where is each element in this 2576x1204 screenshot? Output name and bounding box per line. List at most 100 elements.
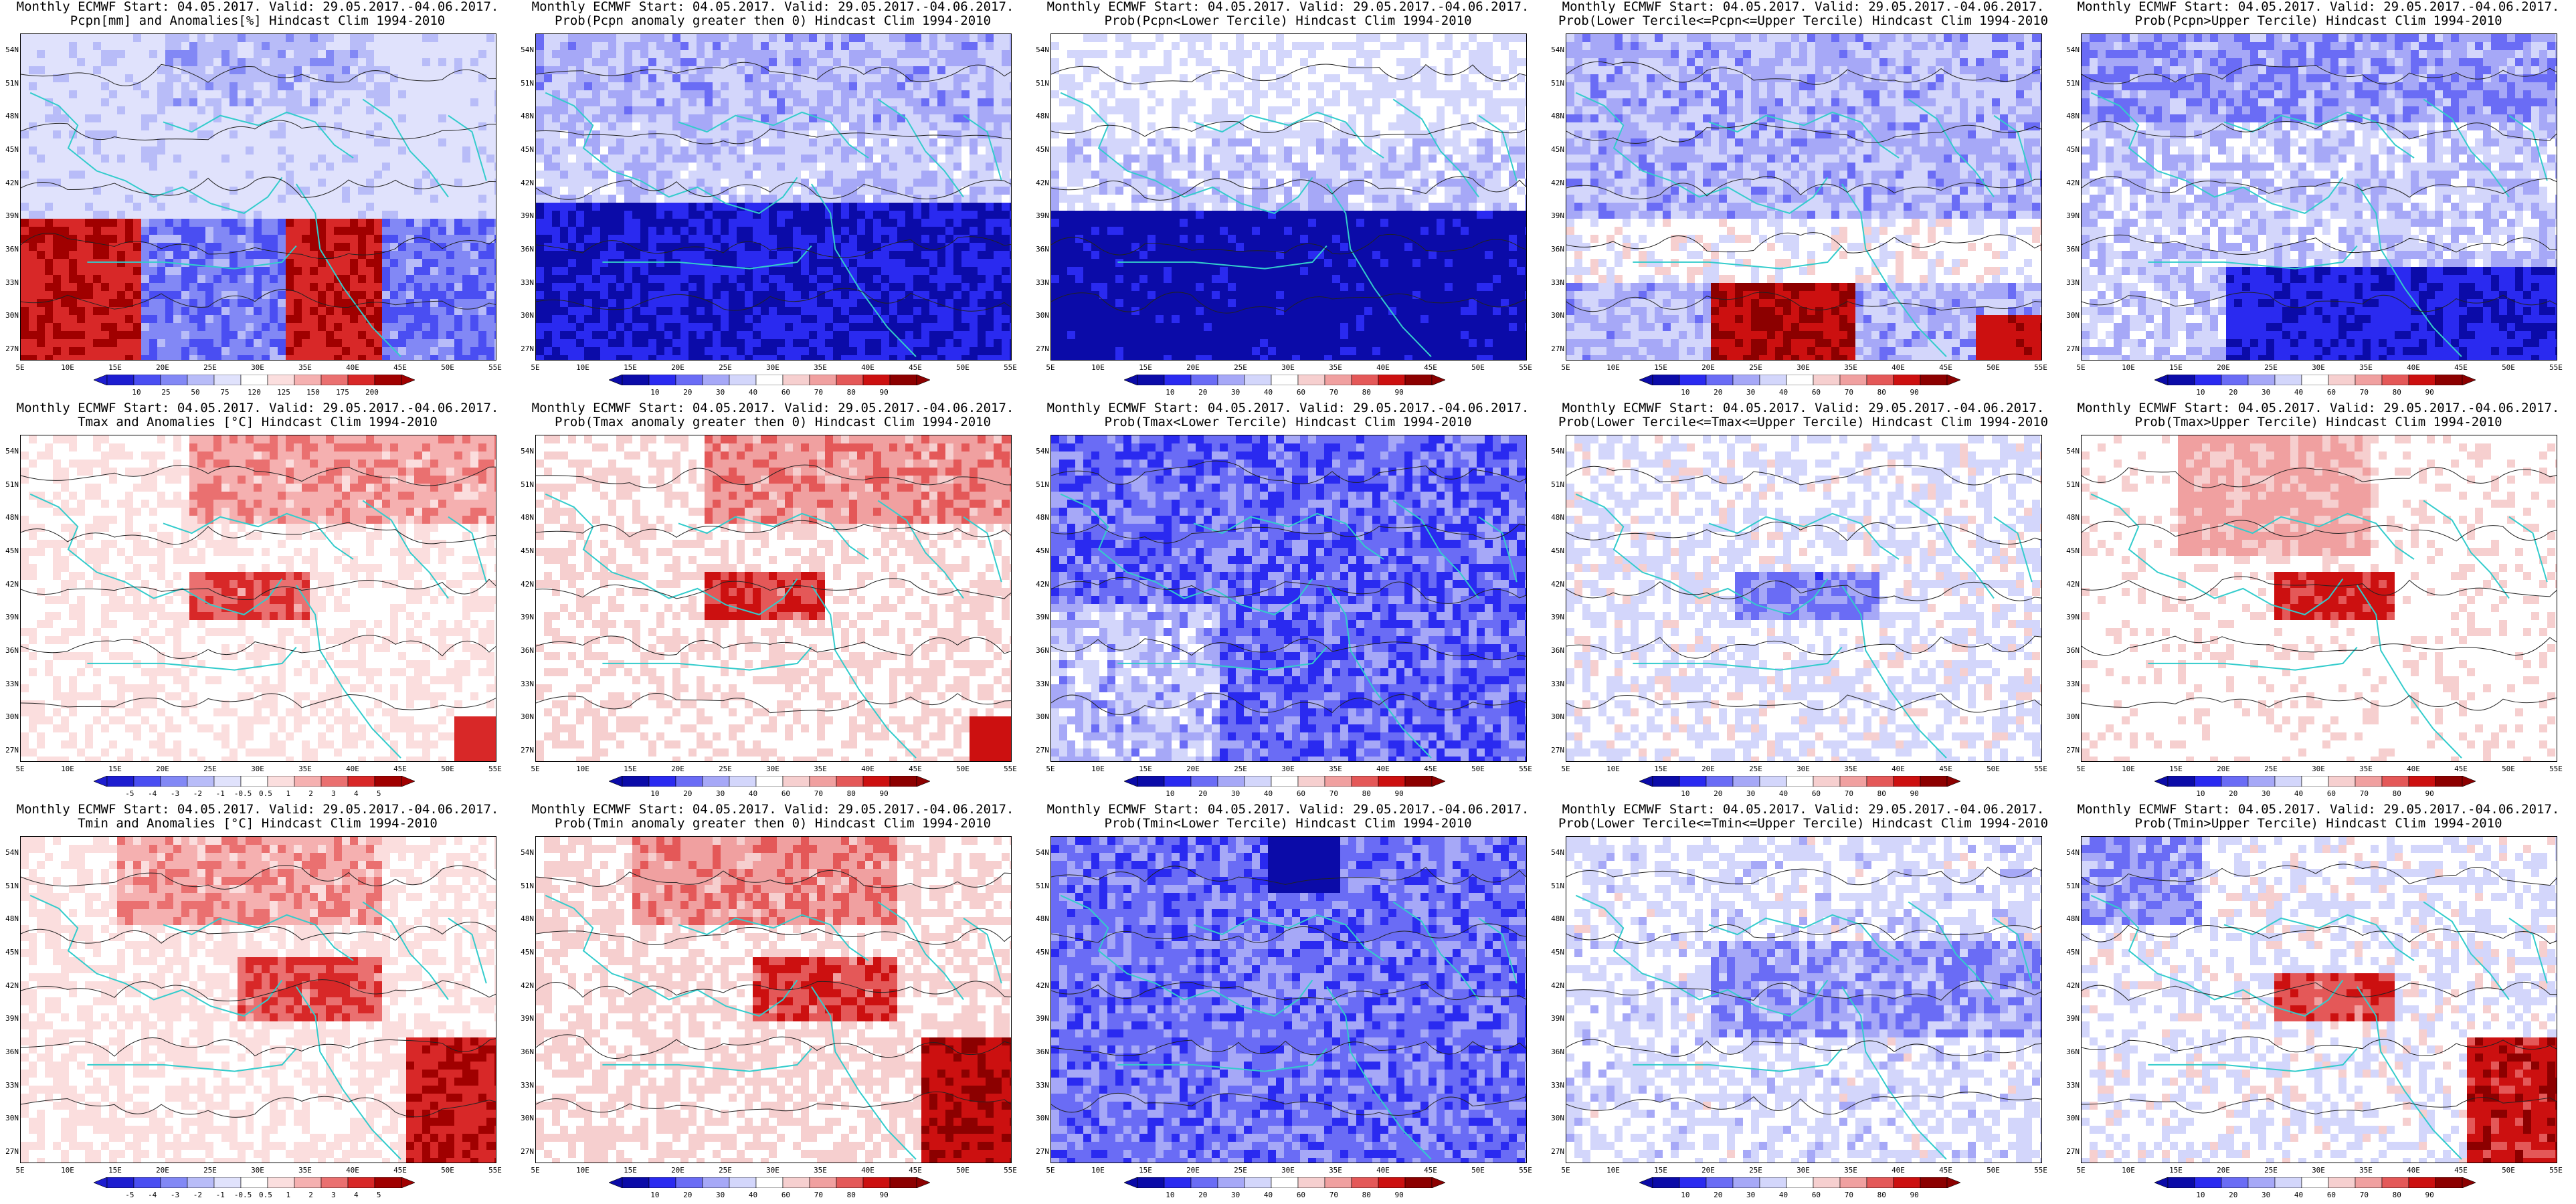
colorbar-label: 70 bbox=[1329, 789, 1338, 798]
colorbar-label: 3 bbox=[331, 789, 336, 798]
colorbar-left-arrow bbox=[1124, 375, 1138, 385]
lon-tick-label: 25E bbox=[1234, 363, 1247, 372]
map-field-svg bbox=[536, 837, 1011, 1163]
colorbar-swatch bbox=[1652, 375, 1680, 385]
contour-line bbox=[21, 922, 496, 944]
lat-tick-label: 36N bbox=[1033, 646, 1049, 655]
panel-title-line2: Prob(Lower Tercile<=Tmax<=Upper Tercile)… bbox=[1546, 415, 2061, 429]
colorbar-swatch bbox=[320, 1177, 349, 1188]
lat-tick-label: 42N bbox=[518, 981, 534, 990]
contour-line bbox=[2082, 176, 2557, 198]
lon-tick-label: 25E bbox=[719, 1166, 732, 1175]
lon-tick-label: 45E bbox=[909, 1166, 922, 1175]
lat-tick-label: 33N bbox=[2063, 1081, 2080, 1090]
coastline bbox=[448, 114, 487, 181]
colorbar bbox=[609, 776, 930, 787]
colorbar-swatch bbox=[213, 1177, 242, 1188]
lat-tick-label: 33N bbox=[518, 278, 534, 287]
panel-title-line1: Monthly ECMWF Start: 04.05.2017. Valid: … bbox=[2061, 803, 2576, 817]
lon-tick-label: 40E bbox=[346, 1166, 359, 1175]
coastline bbox=[1908, 901, 1995, 1001]
colorbar-swatch bbox=[2167, 375, 2195, 385]
contour-line bbox=[1566, 464, 2041, 486]
lon-tick-label: 50E bbox=[2502, 363, 2515, 372]
colorbar-label: 20 bbox=[1198, 388, 1207, 397]
panel-title-line2: Prob(Pcpn<Lower Tercile) Hindcast Clim 1… bbox=[1030, 14, 1546, 28]
lon-tick-label: 10E bbox=[1091, 363, 1105, 372]
contour-line bbox=[2082, 924, 2557, 944]
colorbar-label: 90 bbox=[1394, 789, 1403, 798]
coastline bbox=[1708, 914, 1900, 961]
lon-tick-label: 55E bbox=[488, 765, 502, 773]
colorbar bbox=[94, 1177, 415, 1188]
colorbar-label: 20 bbox=[1198, 1191, 1207, 1199]
colorbar-swatch bbox=[2301, 776, 2329, 787]
contour-line bbox=[1566, 292, 2041, 312]
lon-tick-label: 40E bbox=[861, 1166, 875, 1175]
colorbar-label: -2 bbox=[193, 789, 202, 798]
colorbar-label: 80 bbox=[1362, 388, 1371, 397]
lon-tick-label: 40E bbox=[346, 363, 359, 372]
map-panel-t_anom2: Monthly ECMWF Start: 04.05.2017. Valid: … bbox=[0, 803, 515, 1204]
map-area bbox=[535, 435, 1012, 762]
colorbar-label: 10 bbox=[1681, 388, 1689, 397]
colorbar-swatch bbox=[1893, 1177, 1921, 1188]
contour-line bbox=[1566, 693, 2041, 713]
map-field-svg bbox=[2082, 435, 2557, 761]
lat-tick-label: 45N bbox=[518, 546, 534, 555]
lat-tick-label: 42N bbox=[1033, 981, 1049, 990]
colorbar-label: 90 bbox=[879, 789, 888, 798]
lon-tick-label: 15E bbox=[624, 363, 637, 372]
lon-tick-label: 40E bbox=[861, 765, 875, 773]
contour-line bbox=[536, 1034, 1011, 1059]
colorbar-label: 70 bbox=[814, 388, 823, 397]
panel-title: Monthly ECMWF Start: 04.05.2017. Valid: … bbox=[1030, 803, 1546, 831]
lon-tick-label: 15E bbox=[1139, 363, 1152, 372]
contour-line bbox=[2082, 695, 2557, 711]
colorbar-label: -3 bbox=[171, 789, 179, 798]
colorbar-label: 90 bbox=[1910, 1191, 1918, 1199]
colorbar-swatch bbox=[347, 375, 375, 385]
coastline bbox=[2148, 245, 2358, 270]
lat-tick-label: 39N bbox=[1548, 613, 1564, 621]
lon-tick-label: 35E bbox=[814, 363, 827, 372]
colorbar-swatch bbox=[106, 1177, 134, 1188]
lat-tick-label: 33N bbox=[1033, 1081, 1049, 1090]
colorbar-swatch bbox=[106, 776, 134, 787]
colorbar-label: 90 bbox=[1910, 388, 1918, 397]
colorbar-label: 70 bbox=[1845, 789, 1853, 798]
colorbar-right-arrow bbox=[2462, 1177, 2476, 1188]
contour-line bbox=[1051, 692, 1526, 715]
panel-title: Monthly ECMWF Start: 04.05.2017. Valid: … bbox=[0, 401, 515, 429]
coastline bbox=[810, 585, 917, 759]
colorbar-swatch bbox=[1217, 375, 1245, 385]
panel-title-line1: Monthly ECMWF Start: 04.05.2017. Valid: … bbox=[1030, 0, 1546, 14]
colorbar-swatch bbox=[1137, 375, 1165, 385]
coastline bbox=[362, 901, 449, 1001]
lat-tick-label: 45N bbox=[2063, 948, 2080, 957]
lon-tick-label: 35E bbox=[1329, 765, 1342, 773]
panel-title-line1: Monthly ECMWF Start: 04.05.2017. Valid: … bbox=[2061, 401, 2576, 415]
lon-tick-label: 10E bbox=[1606, 1166, 1620, 1175]
lat-tick-label: 36N bbox=[1548, 646, 1564, 655]
colorbar-swatch bbox=[133, 776, 161, 787]
colorbar-swatch bbox=[1378, 1177, 1406, 1188]
lat-tick-label: 51N bbox=[1033, 480, 1049, 489]
coastline bbox=[1841, 986, 1947, 1160]
colorbar-swatch bbox=[1190, 375, 1218, 385]
contour-line bbox=[1051, 577, 1526, 604]
colorbar-swatch bbox=[889, 375, 917, 385]
panel-title: Monthly ECMWF Start: 04.05.2017. Valid: … bbox=[1030, 0, 1546, 28]
panel-title-line1: Monthly ECMWF Start: 04.05.2017. Valid: … bbox=[0, 401, 515, 415]
colorbar-label: 30 bbox=[2262, 789, 2270, 798]
colorbar-swatch bbox=[294, 1177, 322, 1188]
colorbar-label: 60 bbox=[781, 789, 790, 798]
colorbar-swatch bbox=[1404, 375, 1433, 385]
lat-tick-label: 30N bbox=[518, 311, 534, 320]
map-area bbox=[535, 836, 1012, 1163]
colorbar-right-arrow bbox=[2462, 375, 2476, 385]
coastline bbox=[1708, 111, 1900, 159]
colorbar-swatch bbox=[1786, 1177, 1814, 1188]
colorbar bbox=[2154, 1177, 2476, 1188]
lat-tick-label: 48N bbox=[2063, 914, 2080, 923]
